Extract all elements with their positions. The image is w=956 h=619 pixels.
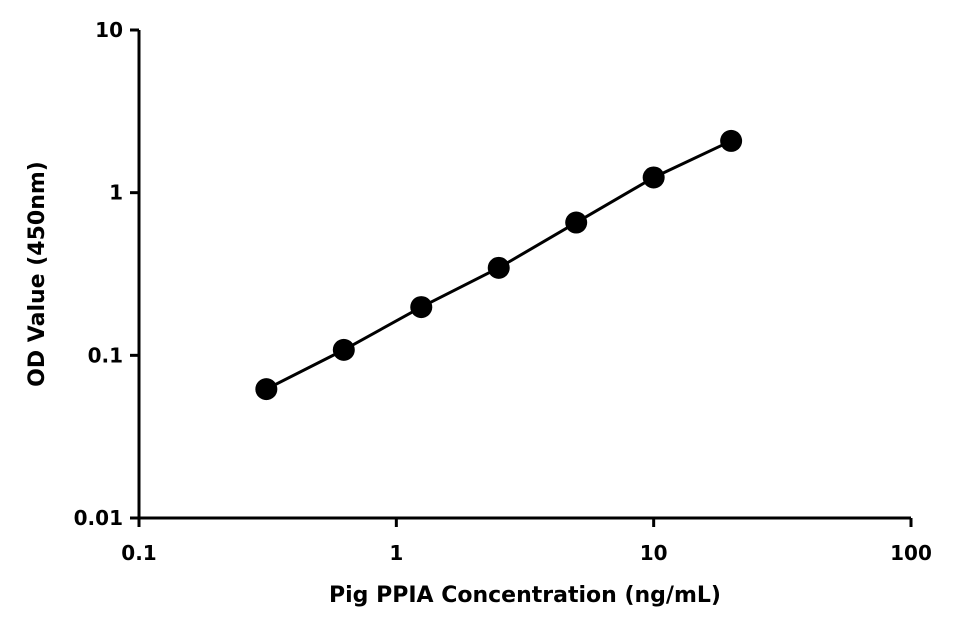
y-axis-title: OD Value (450nm): [25, 161, 50, 387]
axes: [137, 30, 911, 520]
y-tick-label: 1: [109, 181, 123, 205]
x-axis-ticks: 0.1 1 10 100: [121, 518, 932, 565]
data-point: [720, 129, 743, 152]
y-tick-label: 0.01: [74, 506, 123, 530]
data-point: [565, 211, 588, 234]
plot-area: [255, 129, 743, 401]
x-tick-label: 0.1: [121, 541, 156, 565]
data-point: [255, 378, 278, 401]
data-point: [410, 296, 433, 319]
x-tick-label: 10: [640, 541, 668, 565]
y-tick-label: 10: [95, 18, 123, 42]
x-tick-label: 1: [389, 541, 403, 565]
data-point: [332, 338, 355, 361]
x-tick-label: 100: [890, 541, 932, 565]
y-tick-label: 0.1: [88, 343, 123, 367]
data-point: [487, 256, 510, 279]
y-axis-ticks: 0.01 0.1 1 10: [74, 18, 139, 530]
x-axis-title: Pig PPIA Concentration (ng/mL): [329, 583, 721, 608]
data-point: [642, 166, 665, 189]
